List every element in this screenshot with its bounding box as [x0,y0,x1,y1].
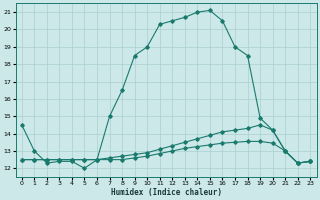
X-axis label: Humidex (Indice chaleur): Humidex (Indice chaleur) [110,188,221,197]
